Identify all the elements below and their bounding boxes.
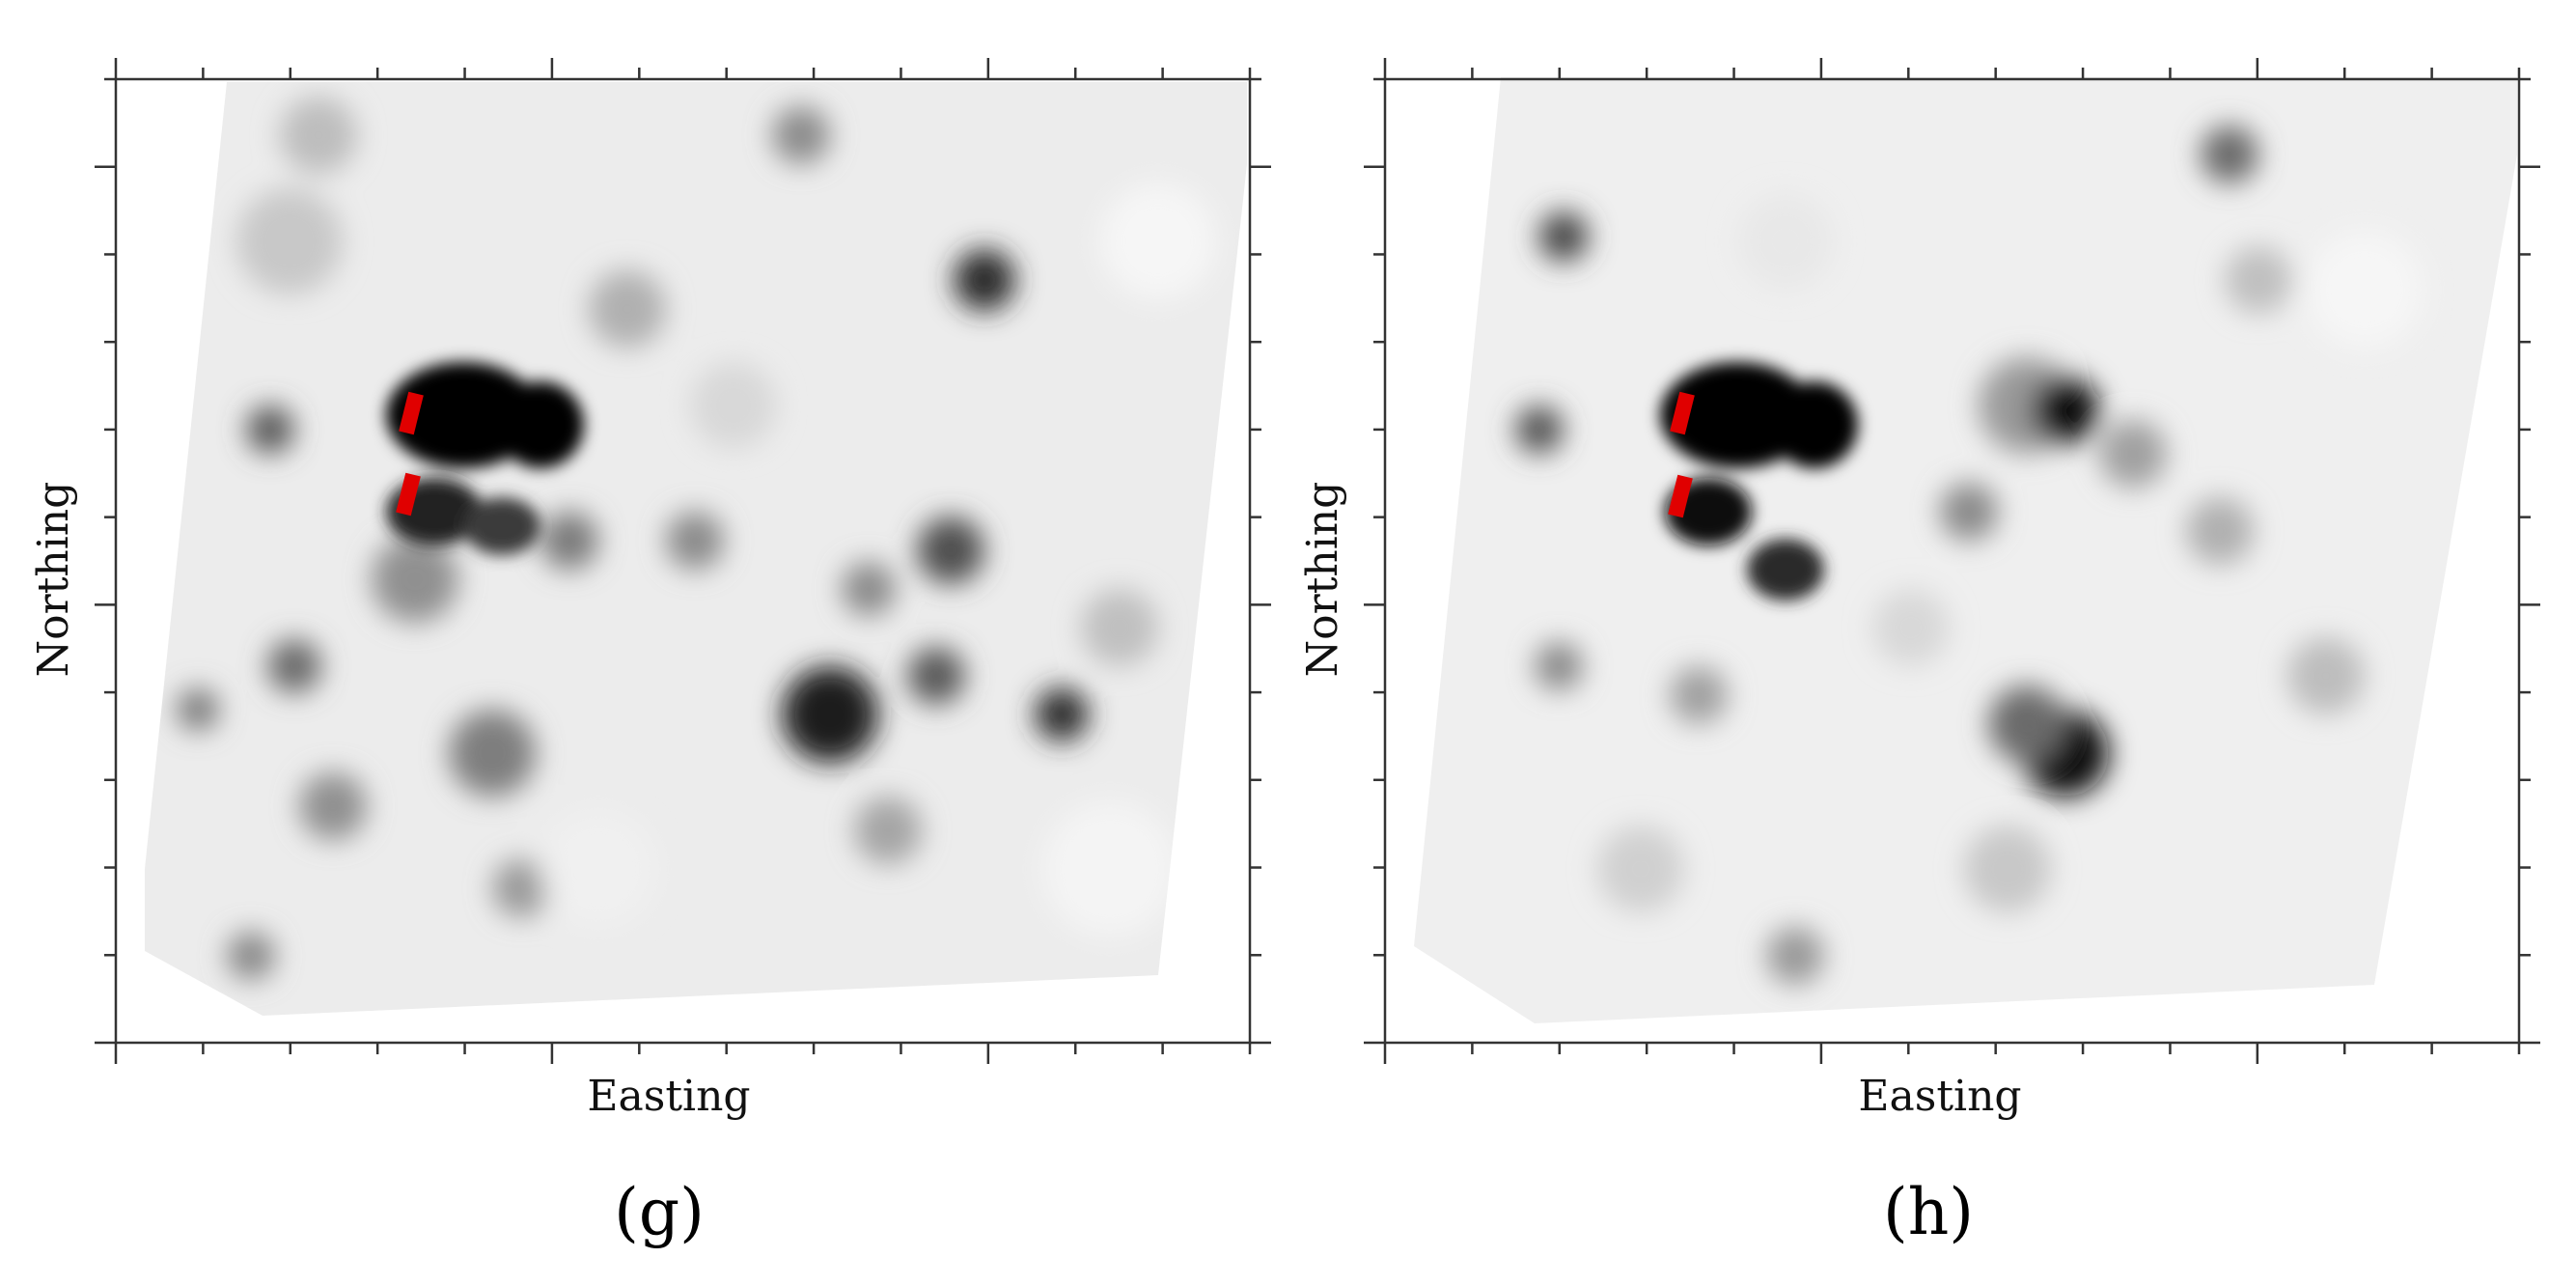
- ticks-h-x-top: [1383, 58, 2521, 79]
- heatmap-h-blobs: [1515, 126, 2423, 985]
- axes-h: [1364, 58, 2540, 1064]
- x-axis-label-g: Easting: [587, 1072, 750, 1121]
- heatmap-g: [145, 82, 1247, 1016]
- red-marker-h-1: [1670, 391, 1695, 435]
- ticks-h-x-bottom: [1383, 1043, 2521, 1064]
- ticks-g-y-right: [1250, 77, 1271, 1045]
- heatmap-g-blobs: [177, 97, 1216, 980]
- red-marker-h-2: [1668, 474, 1693, 518]
- red-marker-g-2: [396, 472, 421, 517]
- ticks-g-x-top: [114, 58, 1252, 79]
- ticks-g-y-left: [95, 77, 116, 1045]
- axes-g: [95, 58, 1271, 1064]
- panel-label-g: (g): [614, 1175, 705, 1249]
- panel-g: Easting Northing (g): [29, 58, 1271, 1249]
- red-marker-g-1: [399, 391, 424, 435]
- y-axis-label-g: Northing: [29, 482, 78, 678]
- ticks-h-y-right: [2519, 77, 2540, 1045]
- panel-label-h: (h): [1883, 1175, 1974, 1249]
- ticks-g-x-bottom: [114, 1043, 1252, 1064]
- ticks-h-y-left: [1364, 77, 1385, 1045]
- heatmap-g-main-anomaly: [386, 362, 584, 555]
- panel-h: Easting Northing (h): [1298, 58, 2540, 1249]
- y-axis-label-h: Northing: [1298, 482, 1347, 678]
- heatmap-h: [1414, 77, 2517, 1023]
- x-axis-label-h: Easting: [1858, 1072, 2021, 1121]
